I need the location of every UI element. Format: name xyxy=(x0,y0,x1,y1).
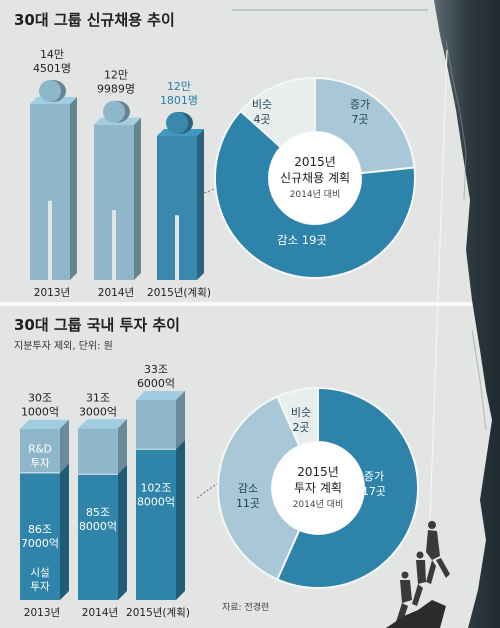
bar-segment-facility xyxy=(20,472,60,600)
bar-segment-facility xyxy=(136,449,176,600)
pie-slice-value: 7곳 xyxy=(351,113,368,126)
climbers-illustration xyxy=(386,521,450,628)
hiring-value-label: 12만 xyxy=(167,80,191,93)
investment-unit-note: 지분투자 제외, 단위: 원 xyxy=(14,339,113,352)
pie-center-subtitle: 투자 계획 xyxy=(294,481,342,495)
pie-slice-label: 비슷 xyxy=(252,98,272,111)
investment-year-label: 2015년(계획) xyxy=(126,607,190,619)
pie-center-note: 2014년 대비 xyxy=(290,189,341,200)
facility-series-label: 투자 xyxy=(30,581,50,593)
hiring-year-label: 2014년 xyxy=(98,287,134,299)
hiring-value-label: 12만 xyxy=(104,69,128,82)
pie-center xyxy=(269,132,361,224)
rnd-value-label: 1000억 xyxy=(21,406,59,419)
pie-slice-value: 2곳 xyxy=(292,421,309,434)
facility-value-label: 7000억 xyxy=(21,537,59,550)
investment-title: 30대 그룹 국내 투자 추이 xyxy=(14,316,180,334)
section-divider xyxy=(0,302,500,306)
hiring-value-label: 9989명 xyxy=(97,83,135,96)
facility-value-label: 86조 xyxy=(28,523,52,536)
stacked-bar xyxy=(78,419,127,600)
bar-segment-facility xyxy=(78,474,118,600)
hiring-section: 30대 그룹 신규채용 추이 14만4501명2013년12만9989명2014… xyxy=(14,9,428,299)
person-bar xyxy=(30,80,77,280)
investment-year-label: 2014년 xyxy=(82,607,118,619)
stacked-bar xyxy=(20,419,69,600)
hiring-person-bars: 14만4501명2013년12만9989명2014년12만1801명2015년(… xyxy=(30,48,211,299)
person-bar xyxy=(157,112,204,280)
rnd-value-label: 31조 xyxy=(86,391,110,404)
hiring-year-label: 2013년 xyxy=(34,287,70,299)
pie-slice-label: 감소 19곳 xyxy=(277,233,327,247)
rnd-value-label: 33조 xyxy=(144,363,168,376)
person-bar xyxy=(94,100,141,280)
pie-center-title: 2015년 xyxy=(294,155,336,169)
rnd-series-label: R&D xyxy=(28,444,52,456)
investment-stacked-bars: 30조1000억86조7000억2013년R&D투자시설투자31조3000억85… xyxy=(20,363,190,619)
hiring-year-label: 2015년(계획) xyxy=(147,287,211,299)
rope xyxy=(429,49,448,521)
pie-slice-label: 증가 xyxy=(364,470,384,483)
pie-slice-value: 11곳 xyxy=(236,497,260,510)
pie-center-subtitle: 신규채용 계획 xyxy=(280,171,350,185)
investment-year-label: 2013년 xyxy=(24,607,60,619)
bar-segment-rnd xyxy=(136,400,176,450)
rnd-series-label: 투자 xyxy=(30,458,50,470)
hiring-title: 30대 그룹 신규채용 추이 xyxy=(14,11,175,29)
pie-slice-value: 4곳 xyxy=(253,113,270,126)
pie-center xyxy=(272,442,364,534)
pie-slice-value: 17곳 xyxy=(362,485,386,498)
facility-value-label: 8000억 xyxy=(79,520,117,533)
cliff-illustration xyxy=(434,0,500,628)
pie-slice-label: 비슷 xyxy=(291,406,311,419)
pie-slice-label: 증가 xyxy=(350,98,370,111)
hiring-leader-line xyxy=(196,185,223,197)
hiring-value-label: 14만 xyxy=(40,48,64,61)
facility-series-label: 시설 xyxy=(30,567,49,579)
bar-segment-rnd xyxy=(20,428,60,473)
source-note: 자료: 전경련 xyxy=(222,601,269,613)
hiring-value-label: 4501명 xyxy=(33,62,71,75)
hiring-value-label: 1801명 xyxy=(160,94,198,107)
rnd-value-label: 30조 xyxy=(28,392,52,405)
facility-value-label: 8000억 xyxy=(137,495,175,508)
bar-segment-rnd xyxy=(78,428,118,475)
pie-slice-label: 감소 xyxy=(238,482,258,495)
rnd-value-label: 6000억 xyxy=(137,377,175,390)
pie-slice xyxy=(239,76,316,149)
facility-value-label: 102조 xyxy=(140,481,171,494)
pie-slice xyxy=(276,386,419,589)
facility-value-label: 85조 xyxy=(86,506,110,519)
stacked-bar xyxy=(136,391,185,600)
pie-center-note: 2014년 대비 xyxy=(293,499,344,510)
rnd-value-label: 3000억 xyxy=(79,405,117,418)
pie-center-title: 2015년 xyxy=(297,465,339,479)
